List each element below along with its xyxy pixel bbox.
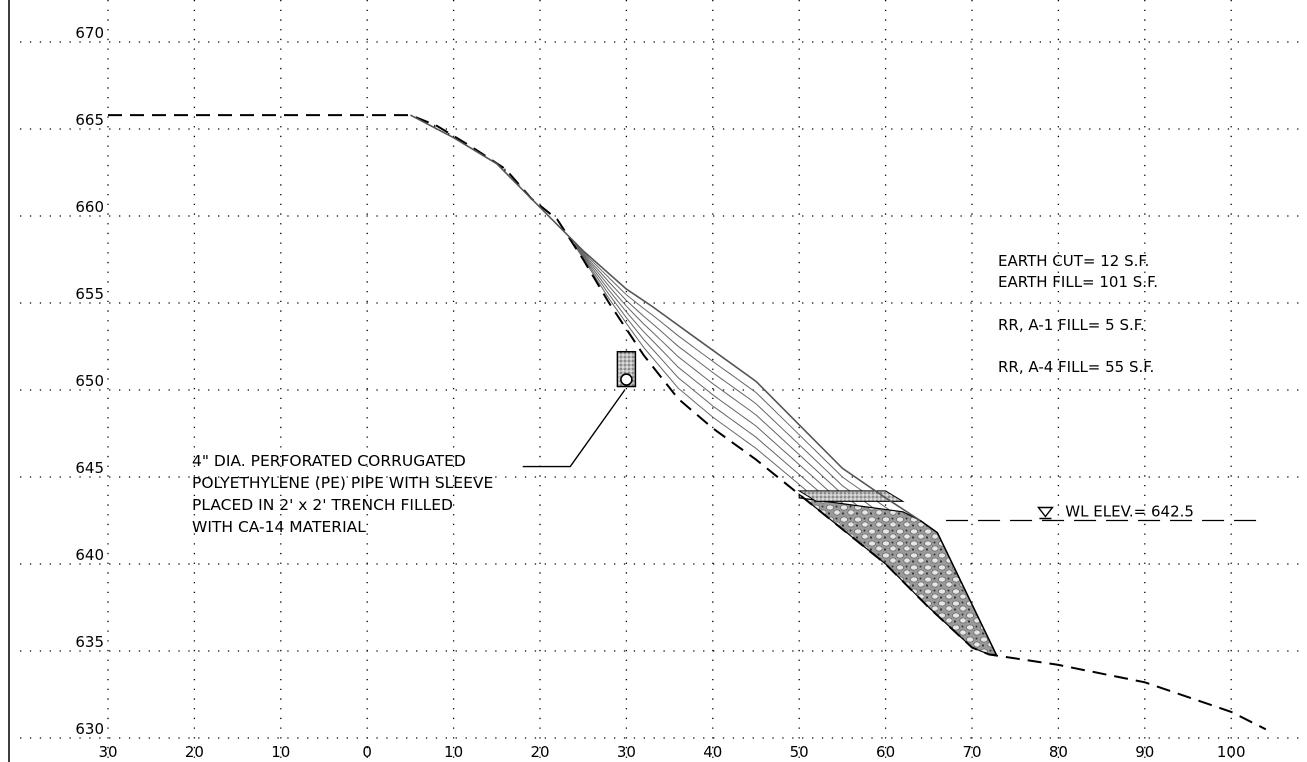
x-tick-label: 20 bbox=[185, 743, 204, 761]
grid bbox=[20, 0, 1307, 762]
x-tick-label: 10 bbox=[271, 743, 290, 761]
x-tick-label: 30 bbox=[98, 743, 117, 761]
fill-hatch-line bbox=[574, 242, 904, 520]
y-tick-label: 645 bbox=[75, 459, 104, 477]
riprap-a1-fill bbox=[797, 490, 905, 502]
x-tick-label: 70 bbox=[962, 743, 981, 761]
pipe-note-line-3: PLACED IN 2' x 2' TRENCH FILLED bbox=[192, 496, 453, 514]
y-tick-label: 650 bbox=[75, 372, 104, 390]
quantity-table: EARTH CUT= 12 S.F. EARTH FILL= 101 S.F. … bbox=[998, 252, 1158, 376]
x-tick-label: 30 bbox=[617, 743, 636, 761]
y-tick-label: 670 bbox=[75, 24, 104, 42]
pipe-note: 4" DIA. PERFORATED CORRUGATED POLYETHYLE… bbox=[192, 452, 493, 536]
y-tick-label: 640 bbox=[75, 546, 104, 564]
y-tick-label: 660 bbox=[75, 198, 104, 216]
earth-cut-text: EARTH CUT= 12 S.F. bbox=[998, 252, 1149, 270]
riprap-slope-face bbox=[919, 519, 997, 655]
pipe-note-line-2: POLYETHYLENE (PE) PIPE WITH SLEEVE bbox=[192, 474, 493, 492]
y-tick-label: 655 bbox=[75, 285, 104, 303]
axis-labels: 30 20 10 0 10 20 30 40 50 60 70 80 90 100630635640645… bbox=[75, 24, 1245, 761]
x-tick-label: 50 bbox=[790, 743, 809, 761]
y-tick-label: 630 bbox=[75, 720, 104, 738]
proposed-grade-line bbox=[410, 114, 921, 522]
water-level-icon bbox=[1037, 506, 1054, 520]
fill-hatch-line bbox=[574, 244, 904, 551]
water-level-label: WL ELEV.= 642.5 bbox=[1065, 503, 1194, 521]
x-tick-label: 10 bbox=[444, 743, 463, 761]
fill-hatch-line bbox=[574, 242, 904, 531]
x-tick-label: 40 bbox=[703, 743, 722, 761]
water-line: WL ELEV.= 642.5 bbox=[946, 503, 1258, 522]
pipe-icon bbox=[620, 373, 633, 386]
pipe-leader-line bbox=[522, 390, 625, 468]
x-tick-label: 90 bbox=[1135, 743, 1154, 761]
pipe-trench bbox=[522, 350, 637, 468]
existing-ground-line bbox=[108, 114, 1267, 731]
earth-fill-text: EARTH FILL= 101 S.F. bbox=[998, 273, 1158, 291]
y-tick-label: 665 bbox=[75, 111, 104, 129]
pipe-note-line-1: 4" DIA. PERFORATED CORRUGATED bbox=[192, 452, 466, 470]
x-tick-label: 20 bbox=[530, 743, 549, 761]
y-tick-label: 635 bbox=[75, 633, 104, 651]
x-tick-label: 60 bbox=[876, 743, 895, 761]
rr-a1-fill-text: RR, A-1 FILL= 5 S.F. bbox=[998, 316, 1145, 334]
x-tick-label: 80 bbox=[1049, 743, 1068, 761]
rr-a4-fill-text: RR, A-4 FILL= 55 S.F. bbox=[998, 358, 1154, 376]
pipe-note-line-4: WITH CA-14 MATERIAL bbox=[192, 518, 366, 536]
x-tick-label: 100 bbox=[1217, 743, 1246, 761]
x-tick-label: 0 bbox=[362, 743, 372, 761]
